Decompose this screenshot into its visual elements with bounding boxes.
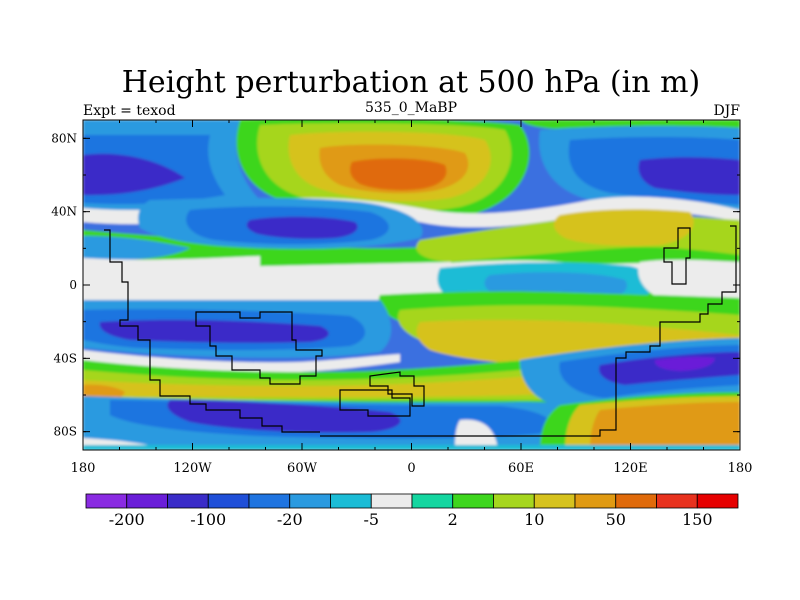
field-equator-white xyxy=(83,262,474,300)
colorbar-swatch-15 xyxy=(696,493,739,509)
y-tick-label: 80N xyxy=(51,131,77,145)
plot-area xyxy=(83,120,740,450)
coastline-africa xyxy=(195,311,323,385)
y-tick-label: 40N xyxy=(51,205,77,219)
colorbar-label: -200 xyxy=(109,510,145,529)
x-tick-label: 0 xyxy=(407,461,415,476)
colorbar-swatch-4 xyxy=(248,493,291,509)
field-nw-core xyxy=(83,153,185,196)
field-south-core xyxy=(167,400,401,433)
y-tick-label: 0 xyxy=(69,278,77,292)
field-sw-core xyxy=(99,319,329,343)
coastline xyxy=(104,225,737,437)
colorbar-swatch-3 xyxy=(207,493,250,509)
x-tick-label: 120E xyxy=(613,461,647,476)
field-40n-gold xyxy=(553,209,694,247)
coastline-australia xyxy=(320,225,737,437)
colorbar-labels: -200 -100 -20 -5 2 10 50 150 xyxy=(109,510,713,529)
field-white-streak-south xyxy=(83,350,400,373)
coastline-east-asia xyxy=(663,227,691,285)
colorbar-label: -20 xyxy=(277,510,303,529)
axis-ticks xyxy=(82,120,741,450)
colorbar-swatch-5 xyxy=(289,493,331,509)
colorbar-swatch-10 xyxy=(493,493,535,509)
x-tick-label: 60E xyxy=(508,461,534,476)
subtitle-center: 535_0_MaBP xyxy=(365,100,457,116)
field-40n-low-core xyxy=(246,216,358,239)
height-field xyxy=(83,120,740,450)
colorbar-swatch-12 xyxy=(574,493,617,509)
field-north-high-core xyxy=(350,158,447,191)
x-tick-label: 180 xyxy=(728,461,753,476)
field-se-purple xyxy=(654,356,715,371)
field-east-white xyxy=(638,259,740,300)
y-tick-label: 40S xyxy=(54,351,78,365)
colorbar-swatch-1 xyxy=(126,493,168,509)
colorbar-label: -5 xyxy=(363,510,379,529)
colorbar-swatch-11 xyxy=(533,493,576,509)
colorbar-swatch-9 xyxy=(452,493,494,509)
colorbar-label: 150 xyxy=(682,510,713,529)
x-axis-tick-labels: 180 120W 60W 0 60E 120E 180 xyxy=(71,461,753,476)
subtitle-left: Expt = texod xyxy=(83,103,176,119)
coastline-americas xyxy=(104,229,320,433)
x-tick-label: 120W xyxy=(173,461,212,476)
x-tick-label: 60W xyxy=(287,461,318,476)
colorbar-swatch-0 xyxy=(85,493,128,509)
colorbar-label: -100 xyxy=(190,510,226,529)
colorbar-swatch-13 xyxy=(615,493,657,509)
coastline-antarctica-west xyxy=(339,389,411,417)
colorbar xyxy=(85,493,739,509)
colorbar-swatch-8 xyxy=(411,493,454,509)
colorbar-swatch-7 xyxy=(370,493,413,509)
coastline-antarctica-east xyxy=(369,371,425,407)
y-tick-label: 80S xyxy=(54,425,78,439)
field-north-green-band xyxy=(83,120,740,150)
colorbar-label: 10 xyxy=(524,510,544,529)
colorbar-swatch-14 xyxy=(656,493,698,509)
chart-title: Height perturbation at 500 hPa (in m) xyxy=(122,65,700,100)
x-tick-label: 180 xyxy=(71,461,96,476)
colorbar-label: 2 xyxy=(448,510,458,529)
field-se-orange xyxy=(590,402,740,450)
field-midsouth-gold xyxy=(83,372,595,398)
colorbar-label: 50 xyxy=(606,510,626,529)
colorbar-swatch-2 xyxy=(167,493,209,509)
subtitle-right: DJF xyxy=(713,103,740,119)
colorbar-swatch-6 xyxy=(330,493,372,509)
field-ne-core xyxy=(638,157,740,195)
y-axis-tick-labels: 80N 40N 0 40S 80S xyxy=(51,131,77,438)
